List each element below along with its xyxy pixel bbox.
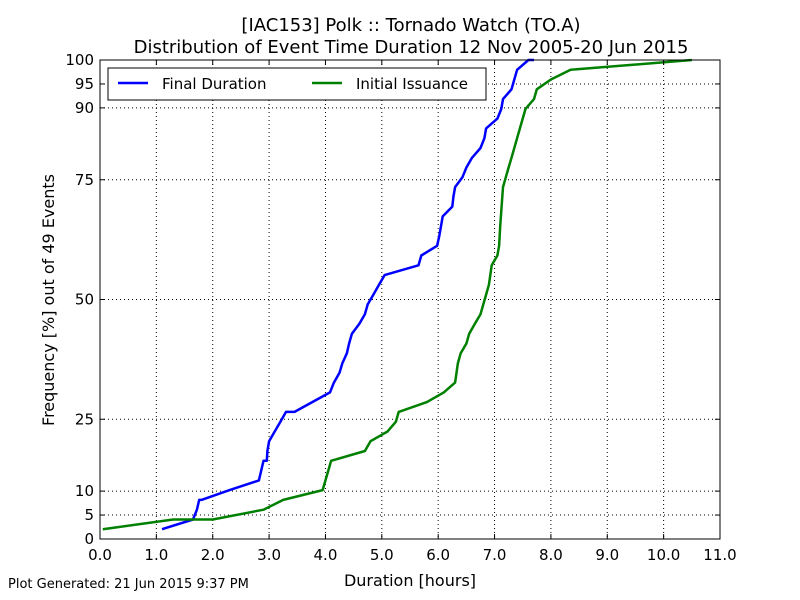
y-tick-label: 25 <box>75 410 94 428</box>
x-tick-label: 9.0 <box>595 546 619 564</box>
x-tick-label: 11.0 <box>703 546 736 564</box>
y-tick-label: 10 <box>75 482 94 500</box>
legend: Final Duration Initial Issuance <box>107 67 487 101</box>
y-tick-label: 5 <box>84 506 94 524</box>
grid <box>100 60 720 539</box>
y-axis-label: Frequency [%] out of 49 Events <box>39 174 58 426</box>
y-tick-label: 0 <box>84 530 94 548</box>
x-axis-label: Duration [hours] <box>344 571 476 590</box>
axis-ticks: 0.0 1.0 2.0 3.0 4.0 5.0 6.0 7.0 8.0 9.0 10.0 11.0 0 5… <box>65 51 736 564</box>
series-lines <box>102 58 692 531</box>
x-tick-label: 5.0 <box>370 546 394 564</box>
x-tick-label: 4.0 <box>314 546 338 564</box>
y-tick-label: 90 <box>75 99 94 117</box>
x-tick-label: 2.0 <box>201 546 225 564</box>
series-line-initial-issuance <box>102 58 692 531</box>
x-tick-label: 3.0 <box>257 546 281 564</box>
x-tick-label: 6.0 <box>426 546 450 564</box>
chart-title-line-1: [IAC153] Polk :: Tornado Watch (TO.A) <box>241 15 580 36</box>
x-tick-label: 0.0 <box>88 546 112 564</box>
y-tick-label: 95 <box>75 75 94 93</box>
y-tick-label: 75 <box>75 171 94 189</box>
x-tick-label: 8.0 <box>539 546 563 564</box>
y-tick-label: 100 <box>65 51 94 69</box>
legend-label-final-duration: Final Duration <box>162 75 267 93</box>
chart-title-line-2: Distribution of Event Time Duration 12 N… <box>134 37 689 58</box>
x-tick-label: 10.0 <box>647 546 680 564</box>
plot-generated-footer: Plot Generated: 21 Jun 2015 9:37 PM <box>8 577 249 592</box>
y-tick-label: 50 <box>75 291 94 309</box>
x-tick-label: 7.0 <box>483 546 507 564</box>
series-line-final-duration <box>161 58 534 531</box>
legend-label-initial-issuance: Initial Issuance <box>356 75 468 93</box>
x-tick-label: 1.0 <box>144 546 168 564</box>
legend-box <box>107 67 487 101</box>
